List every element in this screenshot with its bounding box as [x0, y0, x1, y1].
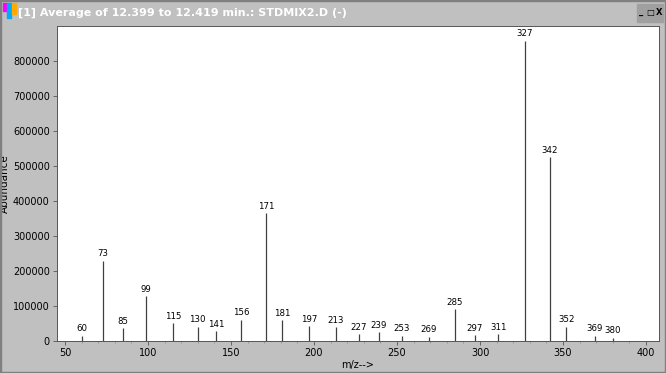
Bar	[0, 372, 666, 373]
Bar	[655, 4, 663, 22]
Y-axis label: Abundance: Abundance	[0, 154, 10, 213]
Text: 352: 352	[558, 315, 575, 324]
Text: 342: 342	[541, 146, 558, 155]
Bar	[665, 0, 666, 373]
Bar	[3, 3, 7, 12]
Text: 213: 213	[327, 316, 344, 325]
Text: 253: 253	[394, 324, 410, 333]
Text: 156: 156	[232, 308, 249, 317]
Text: 115: 115	[165, 311, 181, 321]
Text: 99: 99	[141, 285, 152, 294]
Text: 285: 285	[447, 298, 464, 307]
Bar	[0, 0, 1, 373]
Text: [1] Average of 12.399 to 12.419 min.: STDMIX2.D (-): [1] Average of 12.399 to 12.419 min.: ST…	[18, 7, 347, 18]
Text: 327: 327	[517, 29, 533, 38]
Bar	[0, 0, 666, 1]
Text: 269: 269	[420, 325, 437, 334]
Text: 197: 197	[301, 315, 317, 324]
X-axis label: m/z-->: m/z-->	[342, 360, 374, 370]
Text: 227: 227	[350, 323, 367, 332]
Bar	[7, 3, 11, 18]
Text: 297: 297	[467, 323, 484, 333]
Text: _: _	[639, 8, 643, 17]
Text: 181: 181	[274, 309, 290, 318]
Text: 171: 171	[258, 202, 274, 211]
Text: 60: 60	[76, 324, 87, 333]
Bar	[637, 4, 645, 22]
Text: X: X	[656, 8, 663, 17]
Text: □: □	[646, 8, 654, 17]
Bar	[646, 4, 654, 22]
Bar	[12, 3, 16, 14]
Text: 369: 369	[586, 324, 603, 333]
Text: 311: 311	[490, 323, 507, 332]
Text: 130: 130	[190, 315, 206, 324]
Text: 73: 73	[98, 249, 109, 258]
Text: 141: 141	[208, 320, 224, 329]
Text: 85: 85	[117, 317, 129, 326]
Text: 239: 239	[370, 321, 387, 330]
Text: 380: 380	[605, 326, 621, 335]
